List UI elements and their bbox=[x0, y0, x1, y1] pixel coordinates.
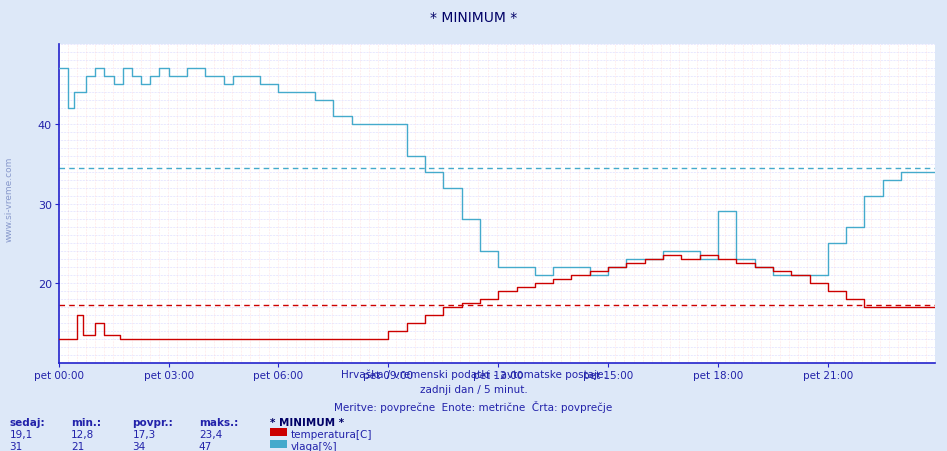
Text: povpr.:: povpr.: bbox=[133, 417, 173, 427]
Text: Hrvaška / vremenski podatki - avtomatske postaje.: Hrvaška / vremenski podatki - avtomatske… bbox=[341, 368, 606, 379]
Text: 31: 31 bbox=[9, 441, 23, 451]
Text: 17,3: 17,3 bbox=[133, 429, 156, 439]
Text: temperatura[C]: temperatura[C] bbox=[291, 429, 372, 439]
Text: www.si-vreme.com: www.si-vreme.com bbox=[5, 156, 14, 241]
Text: zadnji dan / 5 minut.: zadnji dan / 5 minut. bbox=[420, 384, 527, 394]
Text: 19,1: 19,1 bbox=[9, 429, 33, 439]
Text: 23,4: 23,4 bbox=[199, 429, 223, 439]
Text: 12,8: 12,8 bbox=[71, 429, 95, 439]
Text: 47: 47 bbox=[199, 441, 212, 451]
Text: * MINIMUM *: * MINIMUM * bbox=[430, 11, 517, 25]
Text: maks.:: maks.: bbox=[199, 417, 238, 427]
Text: Meritve: povprečne  Enote: metrične  Črta: povprečje: Meritve: povprečne Enote: metrične Črta:… bbox=[334, 400, 613, 412]
Text: vlaga[%]: vlaga[%] bbox=[291, 441, 337, 451]
Text: 21: 21 bbox=[71, 441, 84, 451]
Text: 34: 34 bbox=[133, 441, 146, 451]
Text: min.:: min.: bbox=[71, 417, 101, 427]
Text: sedaj:: sedaj: bbox=[9, 417, 45, 427]
Text: * MINIMUM *: * MINIMUM * bbox=[270, 417, 344, 427]
